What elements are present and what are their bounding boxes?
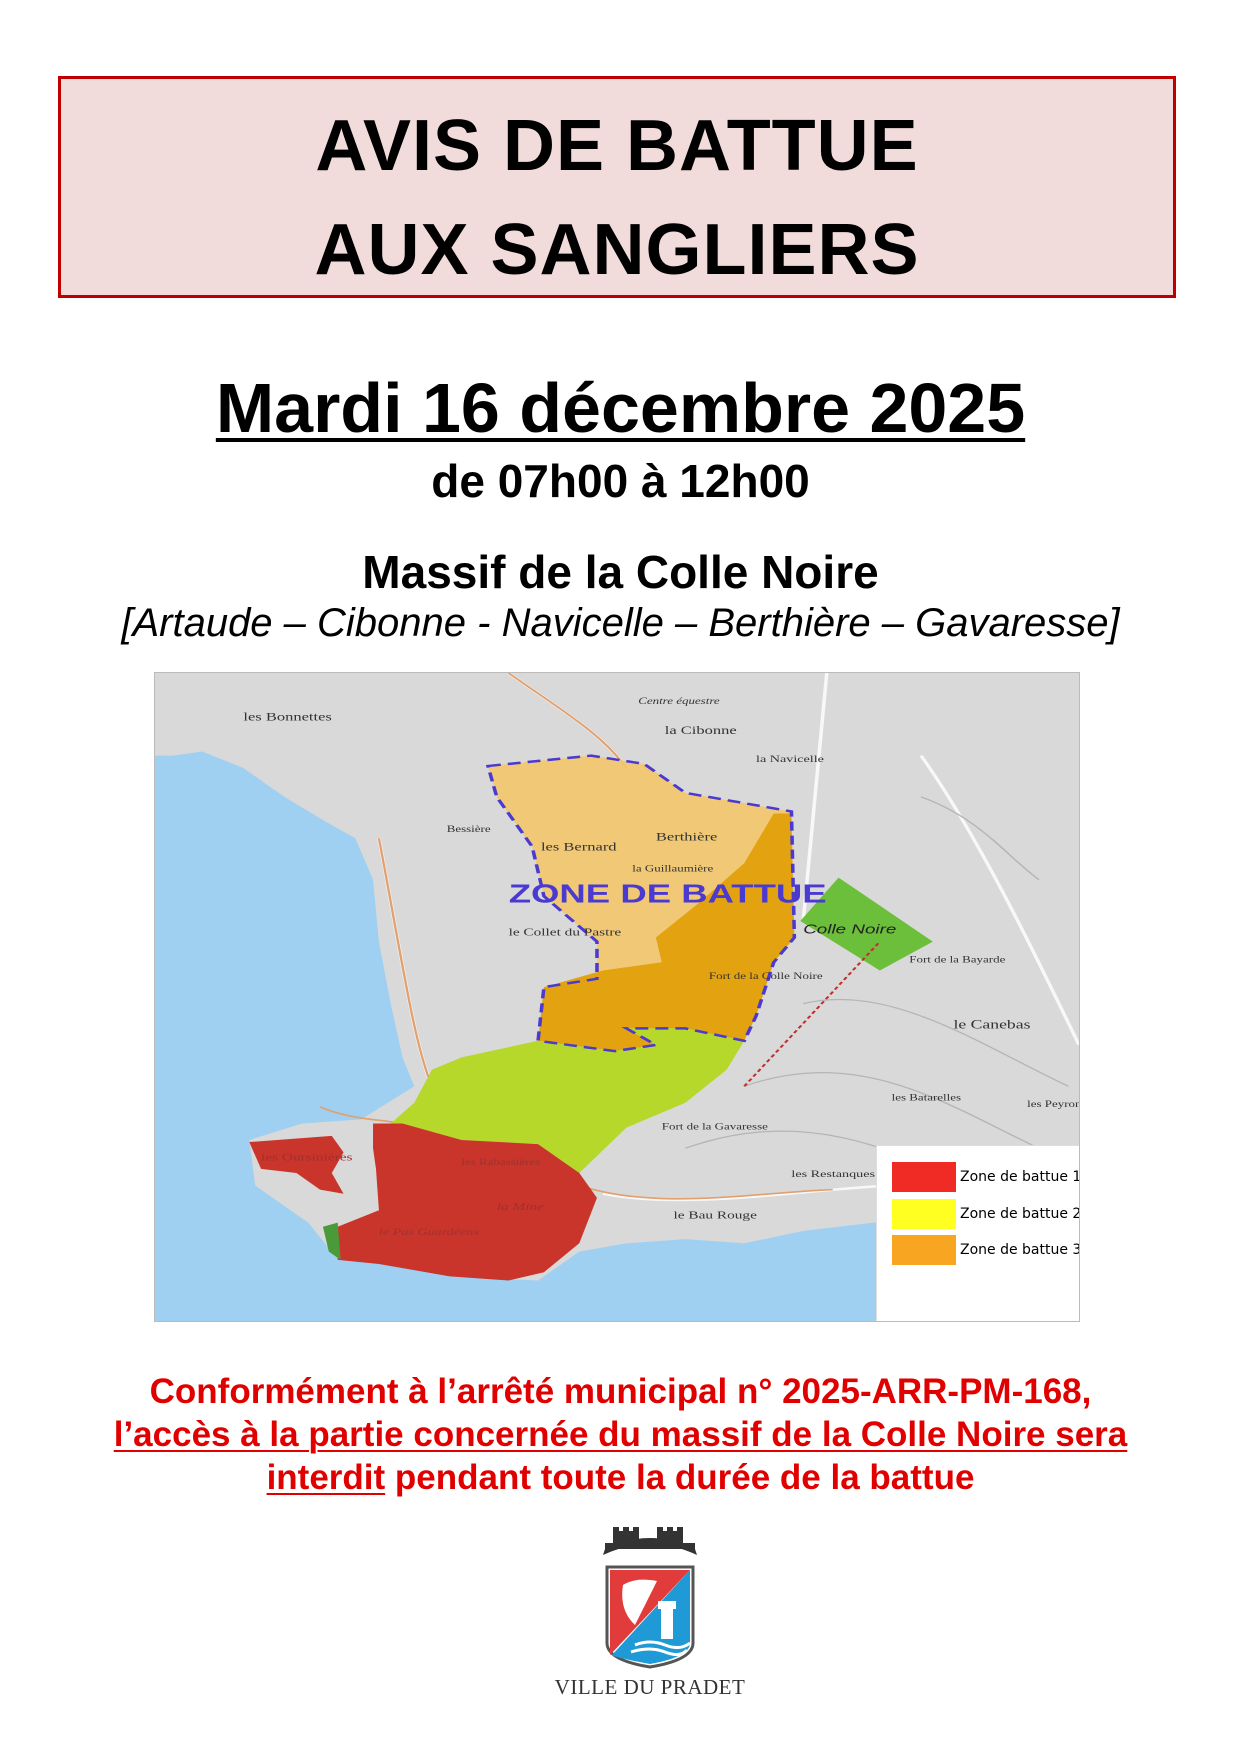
main-roads: [319, 673, 833, 1200]
place-labels: les Bonnettes Centre équestre la Cibonne…: [243, 697, 1079, 1238]
place-label: les Bernard: [541, 841, 617, 854]
title-line-1: AVIS DE BATTUE: [315, 106, 919, 186]
legend-swatch: [892, 1162, 956, 1192]
place-label: les Batarelles: [892, 1093, 961, 1103]
place-label: Colle Noire: [803, 922, 896, 937]
place-label: la Mine: [497, 1201, 544, 1213]
zone-1-main: [337, 1123, 597, 1281]
place-label: Fort de la Bayarde: [909, 955, 1005, 965]
legend-label: Zone de battue 1: [960, 1169, 1080, 1185]
place-label: Berthière: [656, 831, 717, 844]
map-legend: Zone de battue 1 Zone de battue 2 Zone d…: [876, 1145, 1080, 1321]
legend-swatch: [892, 1235, 956, 1265]
place-label: la Cibonne: [665, 724, 737, 737]
place-label: les Rabassières: [461, 1157, 540, 1167]
place-label: les Restanques du Bau Rouge: [791, 1168, 959, 1179]
location-places: [Artaude – Cibonne - Navicelle – Berthiè…: [121, 601, 1120, 645]
zone-1-oursinieres: [249, 1135, 344, 1194]
legend-item-zone-2: Zone de battue 2: [892, 1198, 1080, 1230]
zone-3-dark: [538, 813, 795, 1052]
event-date: Mardi 16 décembre 2025: [0, 368, 1241, 448]
zone-label: ZONE DE BATTUE: [509, 879, 827, 908]
place-label: le Pas Guardéens: [379, 1226, 479, 1237]
colle-noire-zone: [800, 877, 933, 971]
legend-label: Zone de battue 3: [960, 1242, 1080, 1258]
place-label: le Bau Rouge: [674, 1209, 757, 1221]
place-label: les Oursinières: [261, 1151, 352, 1163]
legend-label: Zone de battue 2: [960, 1206, 1080, 1222]
legend-swatch: [892, 1199, 956, 1229]
zone-2: [390, 1028, 745, 1174]
notice-forbidden-word: interdit: [266, 1458, 386, 1497]
town-coat-of-arms-logo: [595, 1515, 705, 1675]
notice-line-1: Conformément à l’arrêté municipal n° 202…: [149, 1372, 1092, 1411]
town-name: VILLE DU PRADET: [554, 1675, 746, 1699]
place-label: les Peyron: [1027, 1100, 1079, 1110]
small-green-area: [322, 1222, 341, 1260]
zone-boundary: [485, 754, 797, 1053]
notice-line-2: l’accès à la partie concernée du massif …: [0, 1413, 1241, 1456]
event-time: de 07h00 à 12h00: [431, 455, 810, 507]
location-title: Massif de la Colle Noire: [362, 546, 879, 598]
place-label: Fort de la Colle Noire: [709, 972, 823, 982]
legend-item-zone-3: Zone de battue 3: [892, 1234, 1080, 1266]
hunt-zone-map: ZONE DE BATTUE les Bonnettes Centre éque…: [154, 672, 1080, 1322]
map-drawing: ZONE DE BATTUE les Bonnettes Centre éque…: [155, 673, 1079, 1321]
title-banner: AVIS DE BATTUE AUX SANGLIERS: [58, 76, 1176, 298]
notice-line-3-text: pendant toute la durée de la battue: [385, 1458, 975, 1497]
title-line-2: AUX SANGLIERS: [314, 210, 920, 290]
place-label: les Bonnettes: [243, 711, 332, 724]
place-label: Centre équestre: [638, 697, 719, 707]
legend-item-zone-1: Zone de battue 1: [892, 1161, 1080, 1193]
place-label: le Collet du Pastre: [509, 926, 622, 938]
notice-line-3: interdit pendant toute la durée de la ba…: [0, 1456, 1241, 1499]
place-label: la Guillaumière: [632, 864, 713, 874]
place-label: Fort de la Gavaresse: [662, 1122, 768, 1132]
place-label: la Navicelle: [756, 753, 824, 764]
notice-line-2-text: l’accès à la partie concernée du massif …: [113, 1415, 1128, 1454]
place-label: le Canebas: [953, 1018, 1030, 1032]
event-date-text: Mardi 16 décembre 2025: [215, 369, 1026, 447]
place-label: Bessière: [447, 825, 491, 835]
